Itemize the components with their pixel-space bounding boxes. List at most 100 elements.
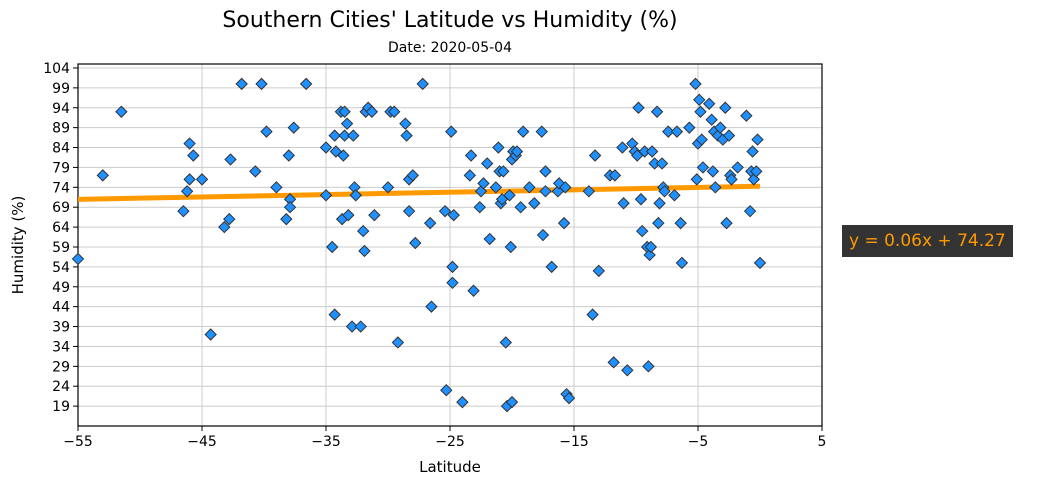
- y-axis-ticks: 19 24 29 34 39 44 49 54 59 64 69 74 79 84 89 94 99 104: [43, 61, 78, 415]
- data-point: [616, 141, 629, 154]
- data-point: [499, 336, 513, 349]
- data-point: [668, 189, 681, 202]
- regression-line: [77, 183, 761, 202]
- data-point: [528, 197, 541, 210]
- data-point: [489, 181, 503, 194]
- data-point: [588, 149, 602, 162]
- data-point: [480, 157, 494, 170]
- data-point: [674, 216, 687, 230]
- data-point: [406, 169, 420, 182]
- data-point: [644, 240, 658, 254]
- data-point: [753, 256, 767, 270]
- data-point: [705, 113, 718, 126]
- data-point: [714, 121, 727, 134]
- data-point: [720, 216, 733, 230]
- data-point: [365, 105, 379, 118]
- y-tick-label: 99: [52, 81, 70, 97]
- data-point: [368, 208, 381, 222]
- data-point: [695, 133, 708, 146]
- y-tick-label: 84: [52, 141, 70, 157]
- data-point: [223, 212, 236, 226]
- data-point: [195, 173, 209, 186]
- y-tick-label: 39: [52, 320, 70, 336]
- x-tick-label: 5: [818, 434, 827, 450]
- y-tick-label: 44: [52, 300, 70, 316]
- data-point: [319, 189, 333, 202]
- data-point: [497, 165, 510, 178]
- y-tick-label: 59: [52, 240, 70, 256]
- data-point: [260, 125, 273, 138]
- x-axis-ticks: −55 −45 −35 −25 −15 −5 5: [63, 426, 826, 450]
- x-tick-label: −35: [311, 434, 341, 450]
- data-point: [562, 391, 576, 405]
- y-tick-label: 19: [52, 399, 70, 415]
- data-point: [617, 197, 630, 210]
- data-point: [743, 204, 757, 218]
- data-point: [586, 308, 599, 321]
- data-point: [402, 204, 416, 218]
- data-point: [180, 185, 194, 198]
- data-point: [690, 173, 703, 186]
- data-point: [675, 256, 689, 270]
- y-tick-label: 64: [52, 220, 70, 236]
- data-point: [96, 169, 110, 182]
- data-point: [423, 216, 437, 230]
- data-point: [689, 77, 702, 91]
- data-point: [391, 336, 405, 349]
- data-point: [670, 125, 684, 138]
- data-point: [345, 320, 359, 333]
- data-point: [358, 244, 371, 258]
- data-point: [632, 101, 645, 114]
- x-tick-label: −15: [559, 434, 589, 450]
- data-point: [218, 220, 231, 234]
- data-point: [347, 129, 360, 142]
- data-point: [725, 173, 738, 186]
- data-point: [514, 201, 527, 214]
- data-point: [356, 224, 370, 238]
- data-point: [642, 360, 655, 373]
- data-point: [516, 125, 530, 138]
- data-point: [655, 157, 669, 170]
- data-point: [653, 197, 666, 210]
- data-point: [539, 185, 552, 198]
- data-point: [440, 383, 453, 397]
- data-point: [299, 77, 313, 91]
- chart-subtitle: Date: 2020-05-04: [388, 40, 512, 56]
- data-point: [224, 153, 237, 166]
- data-point: [719, 101, 732, 114]
- data-point: [446, 260, 459, 274]
- data-point: [409, 236, 422, 250]
- data-point: [328, 308, 341, 321]
- regression-line-group: [77, 183, 761, 202]
- y-axis-label: Humidity (%): [9, 196, 27, 295]
- data-point: [608, 169, 622, 182]
- data-point: [557, 216, 571, 230]
- data-point: [282, 149, 296, 162]
- data-point: [183, 173, 196, 186]
- data-point: [709, 181, 722, 194]
- data-point: [387, 105, 401, 118]
- data-point: [71, 252, 85, 266]
- y-tick-label: 94: [52, 101, 70, 117]
- data-point: [545, 260, 558, 274]
- data-point: [722, 129, 736, 142]
- data-point: [342, 208, 355, 222]
- data-point: [505, 395, 519, 409]
- data-point: [483, 232, 496, 246]
- y-tick-label: 104: [43, 61, 70, 77]
- y-tick-label: 24: [52, 379, 70, 395]
- data-point: [662, 125, 675, 138]
- data-point: [438, 204, 452, 218]
- data-point: [503, 189, 516, 202]
- data-point: [325, 240, 339, 254]
- data-point: [510, 145, 524, 158]
- data-point: [634, 193, 648, 206]
- data-point: [446, 276, 459, 289]
- data-point: [536, 228, 550, 242]
- data-point: [751, 133, 764, 146]
- y-tick-label: 89: [52, 121, 70, 137]
- data-point: [693, 93, 706, 107]
- y-tick-label: 34: [52, 339, 70, 355]
- data-point: [683, 121, 696, 134]
